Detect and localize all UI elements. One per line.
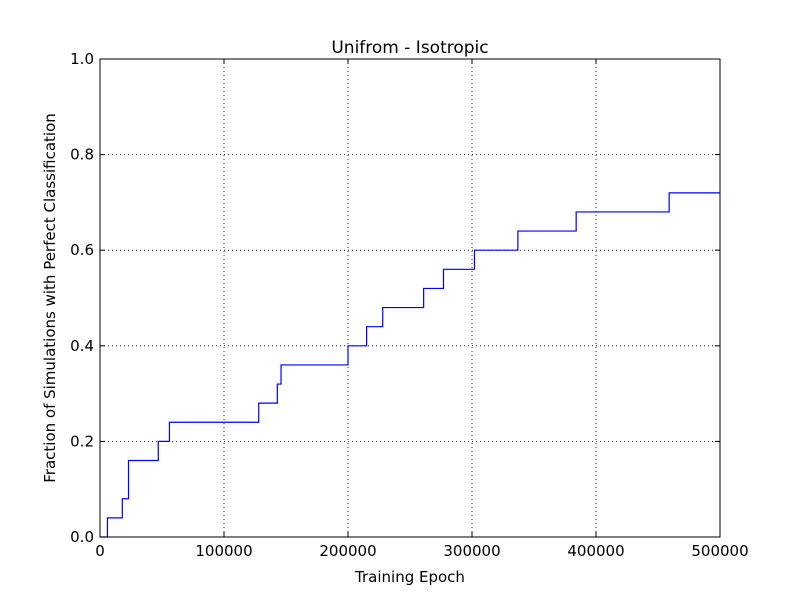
y-tick-label: 0.8 [70,146,94,164]
series-layer [100,192,720,538]
x-tick-label: 500000 [691,542,748,560]
y-tick-label: 1.0 [70,50,94,68]
chart-title: Unifrom - Isotropic [331,38,488,58]
y-tick-label: 0.2 [70,432,94,450]
ticks: 0 100000 200000 300000 400000 500000 0.0 0.2 0.4… [70,50,748,560]
y-tick-label: 0.0 [70,528,94,546]
x-tick-label: 300000 [443,542,500,560]
series-line [100,192,720,538]
x-axis-label: Training Epoch [354,568,465,586]
x-tick-label: 100000 [195,542,252,560]
x-tick-label: 400000 [567,542,624,560]
x-tick-label: 0 [95,542,105,560]
plot-frame [99,58,721,538]
y-axis-label: Fraction of Simulations with Perfect Cla… [41,113,59,483]
y-tick-label: 0.6 [70,241,94,259]
y-tick-label: 0.4 [70,337,94,355]
grid [100,59,720,537]
x-tick-label: 200000 [319,542,376,560]
